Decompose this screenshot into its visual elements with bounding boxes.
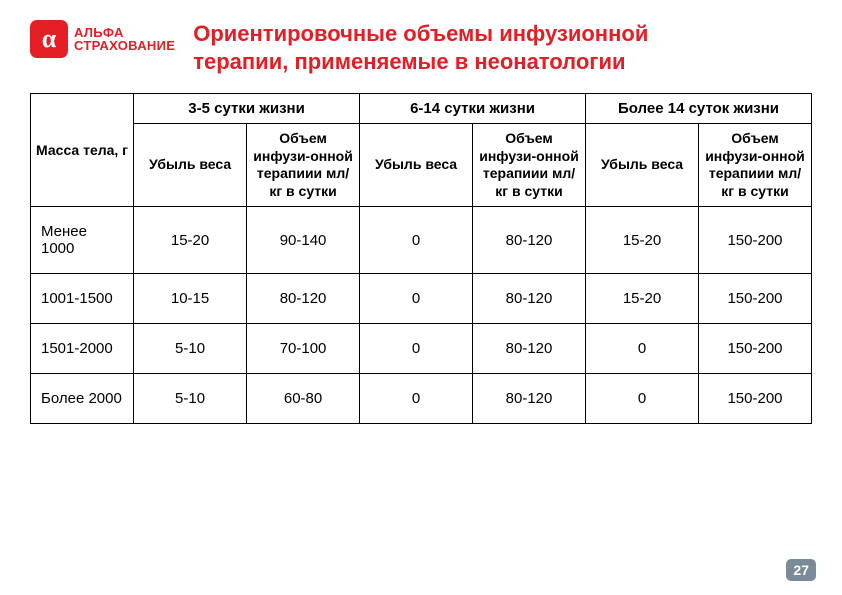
sub-header-0b: Объем инфузи-онной терапиии мл/кг в сутк… [247,124,360,207]
data-cell: 80-120 [473,207,586,274]
data-cell: 80-120 [473,274,586,324]
page-title: Ориентировочные объемы инфузионной терап… [193,20,648,75]
title-line2: терапии, применяемые в неонатологии [193,49,625,74]
logo-text-line2: СТРАХОВАНИЕ [74,39,175,52]
data-cell: 5-10 [134,374,247,424]
data-cell: 70-100 [247,324,360,374]
mass-cell: Менее 1000 [31,207,134,274]
mass-cell: 1001-1500 [31,274,134,324]
data-cell: 90-140 [247,207,360,274]
header: α АЛЬФА СТРАХОВАНИЕ Ориентировочные объе… [30,20,812,75]
data-cell: 150-200 [699,274,812,324]
mass-cell: 1501-2000 [31,324,134,374]
data-cell: 0 [586,324,699,374]
data-cell: 80-120 [473,324,586,374]
data-cell: 0 [360,274,473,324]
sub-header-1a: Убыль веса [360,124,473,207]
table-row: 1501-2000 5-10 70-100 0 80-120 0 150-200 [31,324,812,374]
data-cell: 10-15 [134,274,247,324]
group-header-1: 6-14 сутки жизни [360,94,586,124]
sub-header-1b: Объем инфузи-онной терапиии мл/кг в сутк… [473,124,586,207]
sub-header-2b: Объем инфузи-онной терапиии мл/кг в сутк… [699,124,812,207]
title-line1: Ориентировочные объемы инфузионной [193,21,648,46]
corner-header: Масса тела, г [31,94,134,207]
logo-text: АЛЬФА СТРАХОВАНИЕ [74,26,175,52]
infusion-table: Масса тела, г 3-5 сутки жизни 6-14 сутки… [30,93,812,424]
sub-header-2a: Убыль веса [586,124,699,207]
page-number-badge: 27 [786,559,816,581]
data-cell: 15-20 [134,207,247,274]
data-cell: 150-200 [699,374,812,424]
data-cell: 0 [586,374,699,424]
data-cell: 15-20 [586,274,699,324]
mass-cell: Более 2000 [31,374,134,424]
table-group-header-row: Масса тела, г 3-5 сутки жизни 6-14 сутки… [31,94,812,124]
table-row: Менее 1000 15-20 90-140 0 80-120 15-20 1… [31,207,812,274]
logo-alpha-icon: α [30,20,68,58]
data-cell: 150-200 [699,324,812,374]
logo-glyph: α [42,24,57,54]
group-header-0: 3-5 сутки жизни [134,94,360,124]
data-cell: 15-20 [586,207,699,274]
data-cell: 80-120 [247,274,360,324]
group-header-2: Более 14 суток жизни [586,94,812,124]
table-row: 1001-1500 10-15 80-120 0 80-120 15-20 15… [31,274,812,324]
sub-header-0a: Убыль веса [134,124,247,207]
table-row: Более 2000 5-10 60-80 0 80-120 0 150-200 [31,374,812,424]
data-cell: 0 [360,374,473,424]
data-cell: 0 [360,324,473,374]
data-cell: 80-120 [473,374,586,424]
data-cell: 5-10 [134,324,247,374]
data-cell: 0 [360,207,473,274]
logo: α АЛЬФА СТРАХОВАНИЕ [30,20,175,58]
data-cell: 60-80 [247,374,360,424]
data-cell: 150-200 [699,207,812,274]
table-sub-header-row: Убыль веса Объем инфузи-онной терапиии м… [31,124,812,207]
